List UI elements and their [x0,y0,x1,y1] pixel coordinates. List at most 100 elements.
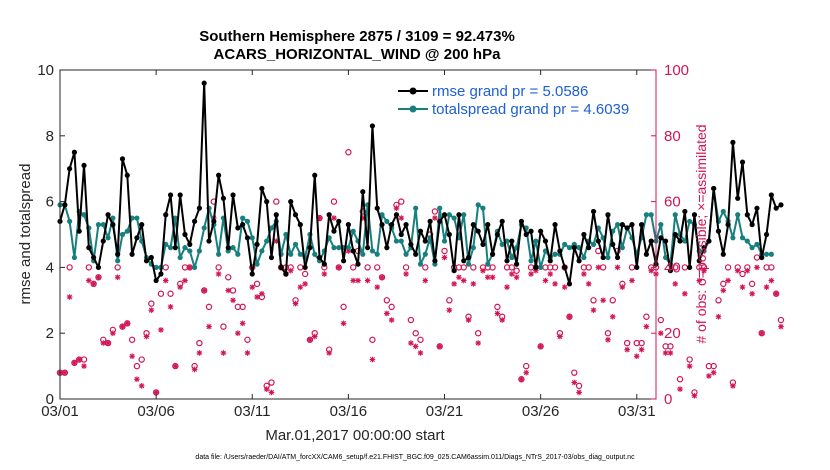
obs-assimilated-marker [460,277,467,284]
totalspread-point [254,261,260,267]
rmse-point [427,218,433,224]
rmse-point [355,261,361,267]
obs-assimilated-marker [595,264,602,271]
footnote: data file: /Users/raeder/DAI/ATM_forcXX/… [195,454,635,461]
rmse-point [562,264,568,270]
rmse-point [374,205,380,211]
totalspread-point [614,222,621,228]
y-right-tick-label: 0 [664,391,672,408]
rmse-point [566,281,573,287]
obs-assimilated-marker [773,290,779,297]
obs-possible-marker [748,280,756,288]
obs-possible-marker [460,264,467,271]
rmse-point [326,212,332,218]
rmse-point [677,238,683,244]
rmse-point [610,241,616,247]
totalspread-point [446,212,452,218]
totalspread-point [562,241,568,247]
rmse-point [744,212,750,218]
totalspread-point [663,254,669,261]
obs-assimilated-marker [403,271,409,277]
totalspread-point [687,218,693,224]
rmse-point [389,222,395,228]
obs-assimilated-marker [609,313,616,320]
totalspread-point [230,245,236,251]
obs-possible-marker [398,198,405,205]
rmse-point [230,192,236,198]
rmse-point [417,228,424,234]
obs-assimilated-marker [470,281,477,287]
rmse-point [629,222,635,228]
obs-possible-marker [474,330,482,337]
obs-assimilated-marker [100,340,107,346]
obs-possible-marker [345,149,352,156]
rmse-point [499,218,505,224]
rmse-point [76,228,82,234]
rmse-point [422,238,428,244]
obs-assimilated-marker [412,343,419,350]
obs-possible-marker [575,382,583,390]
rmse-point [725,222,731,228]
y-right-tick-label: 80 [664,128,681,145]
rmse-point [682,208,688,215]
obs-possible-marker [441,247,448,255]
rmse-point [115,251,121,257]
rmse-point [264,199,270,205]
obs-assimilated-marker [81,363,87,369]
totalspread-point [768,251,774,257]
obs-assimilated-marker [95,274,102,281]
rmse-point [278,264,284,270]
obs-assimilated-marker [614,264,621,271]
totalspread-point [528,258,534,264]
rmse-point [249,271,255,277]
rmse-point [648,238,654,244]
rmse-point [177,192,183,198]
y-right-tick-label: 40 [664,259,681,276]
obs-possible-marker [167,290,174,297]
obs-assimilated-marker [110,330,116,337]
obs-assimilated-marker [158,327,164,333]
obs-possible-marker [422,264,429,271]
rmse-point [509,238,515,244]
obs-assimilated-marker [706,373,712,379]
totalspread-point [552,251,558,257]
totalspread-point [249,235,255,241]
rmse-point [71,149,78,155]
obs-assimilated-marker [417,350,424,356]
totalspread-point [240,215,246,221]
plot-area [60,70,656,399]
rmse-point [624,225,630,231]
rmse-point [523,231,529,238]
obs-assimilated-marker [408,340,414,346]
obs-assimilated-marker [186,264,193,271]
rmse-point [268,254,275,261]
obs-possible-marker [364,264,371,271]
obs-possible-marker [710,362,717,370]
obs-possible-marker [253,280,261,288]
obs-possible-marker [244,336,251,343]
totalspread-point [739,235,746,241]
obs-assimilated-marker [619,284,626,290]
obs-assimilated-marker [230,297,236,304]
obs-assimilated-marker [456,274,462,281]
rmse-point [514,261,520,267]
obs-assimilated-marker [369,356,376,363]
totalspread-point [509,254,515,261]
x-tick-label: 03/06 [137,403,175,420]
totalspread-point [124,228,130,234]
totalspread-point [244,218,251,224]
obs-assimilated-marker [388,317,395,323]
rmse-point [365,245,371,251]
rmse-point [687,264,693,270]
obs-assimilated-marker [686,363,693,369]
totalspread-point [283,231,289,238]
rmse-point [307,245,313,251]
rmse-point [542,238,549,244]
totalspread-point [605,254,611,261]
obs-assimilated-marker [263,386,270,392]
rmse-point [403,222,409,228]
rmse-point [240,222,246,228]
totalspread-point [744,238,750,244]
rmse-point [485,222,491,228]
obs-possible-marker [638,339,645,347]
